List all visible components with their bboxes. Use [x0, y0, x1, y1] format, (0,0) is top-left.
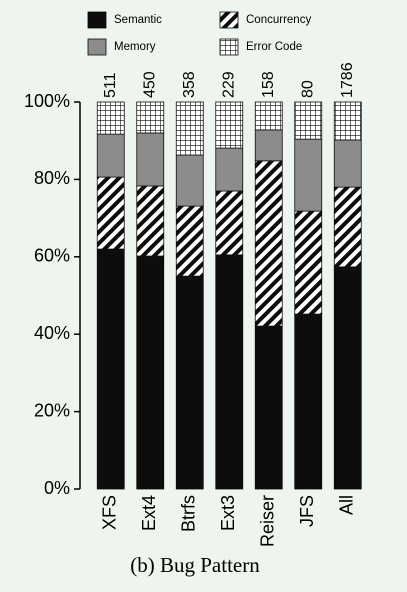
bar-segment: [136, 101, 165, 134]
bar-total: 1786: [339, 62, 356, 98]
bar-segment: [96, 101, 125, 135]
x-tick-label: XFS: [100, 495, 120, 530]
bar-segment: [215, 190, 244, 256]
bar-segment: [333, 186, 362, 268]
legend-label: Error Code: [246, 41, 302, 53]
bar-total: 450: [141, 71, 158, 98]
legend-swatch: [219, 38, 239, 56]
legend-label: Memory: [114, 41, 156, 53]
bar-segment: [333, 139, 362, 188]
bar-segment: [136, 185, 165, 257]
bar-segment: [96, 176, 125, 250]
bar-segment: [96, 133, 125, 178]
bar-segment: [215, 254, 244, 490]
bar-segment: [215, 101, 244, 149]
legend-swatch: [87, 11, 107, 29]
x-tick-label: Btrfs: [179, 495, 199, 532]
y-tick-label: 0%: [44, 478, 70, 498]
bar-segment: [254, 325, 283, 490]
y-tick-label: 100%: [24, 91, 70, 111]
bar-segment: [254, 129, 283, 162]
x-tick-label: Reiser: [258, 495, 278, 547]
legend-label: Semantic: [114, 14, 162, 26]
bar-total: 80: [299, 80, 316, 98]
bar-segment: [215, 147, 244, 192]
bar-segment: [294, 210, 323, 315]
bar-segment: [175, 275, 204, 490]
bar-segment: [175, 154, 204, 207]
bar-segment: [254, 101, 283, 131]
bar-segment: [136, 132, 165, 187]
bar-total: 511: [102, 72, 119, 98]
y-tick-label: 80%: [34, 168, 70, 188]
x-tick-label: Ext3: [218, 495, 238, 531]
bar-total: 158: [260, 71, 277, 98]
bar-segment: [294, 138, 323, 212]
bar-segment: [136, 255, 165, 490]
bar-segment: [294, 101, 323, 140]
bar-segment: [175, 205, 204, 277]
legend-label: Concurrency: [246, 14, 311, 26]
bar-segment: [96, 248, 125, 490]
chart-title: (b) Bug Pattern: [130, 553, 260, 577]
bar-segment: [254, 160, 283, 327]
y-tick-label: 20%: [34, 400, 70, 420]
bar-segment: [333, 266, 362, 490]
bar-segment: [333, 101, 362, 141]
x-tick-label: Ext4: [139, 495, 159, 531]
x-tick-label: All: [337, 495, 357, 515]
y-tick-label: 60%: [34, 246, 70, 266]
bar-total: 358: [181, 71, 198, 98]
y-tick-label: 40%: [34, 323, 70, 343]
legend-swatch: [219, 11, 239, 29]
bar-segment: [175, 101, 204, 156]
legend-swatch: [87, 38, 107, 56]
bar-total: 229: [220, 71, 237, 98]
x-tick-label: JFS: [297, 495, 317, 527]
bar-segment: [294, 313, 323, 490]
